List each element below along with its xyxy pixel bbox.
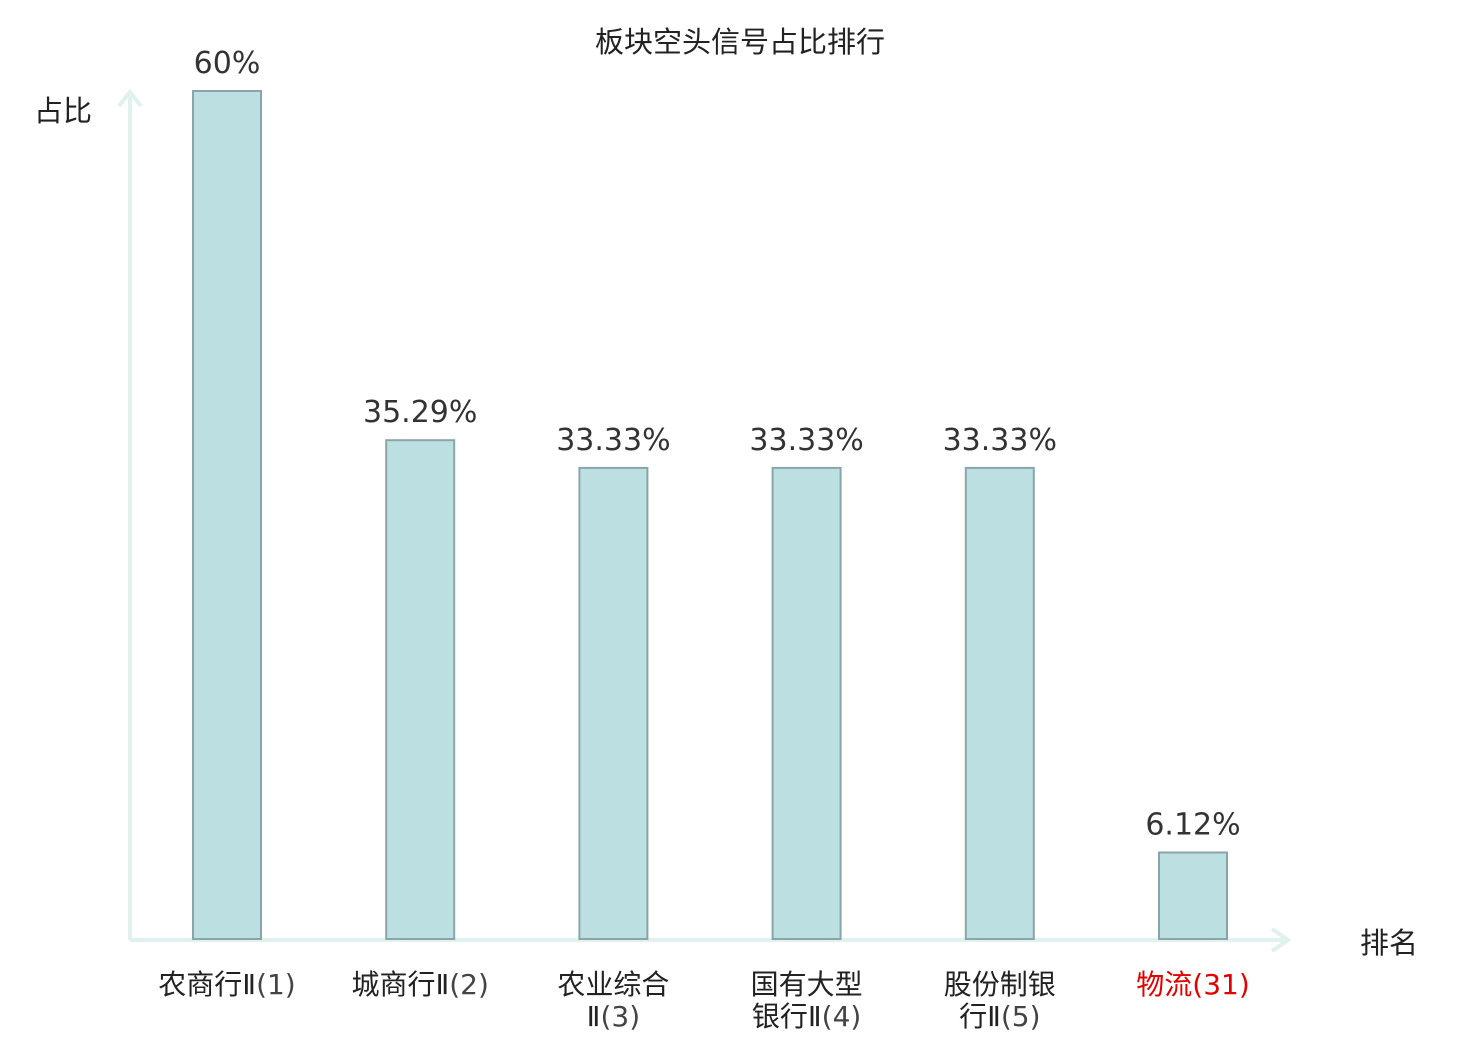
category-rank: (1): [256, 968, 296, 1001]
value-label-3: 33.33%: [556, 423, 670, 458]
category-label-5-line-1: 股份制银: [944, 968, 1056, 1001]
category-name: 国有大型: [751, 968, 863, 1001]
value-label-2: 35.29%: [363, 395, 477, 430]
category-label-5-line-2: 行Ⅱ(5): [959, 1000, 1040, 1033]
value-label-4: 33.33%: [749, 423, 863, 458]
category-label-4-line-2: 银行Ⅱ(4): [752, 1000, 861, 1033]
category-name: 农业综合: [557, 968, 669, 1001]
x-axis-arrow: [1270, 927, 1292, 953]
bar-1: [192, 90, 262, 940]
category-rank: (31): [1192, 968, 1249, 1001]
category-name: 城商行Ⅱ: [351, 968, 449, 1001]
y-axis-label: 占比: [34, 94, 92, 128]
value-labels: 60% 35.29% 33.33% 33.33% 33.33% 6.12%: [194, 46, 1241, 843]
category-name: Ⅱ: [587, 1000, 601, 1033]
x-axis-label: 排名: [1360, 926, 1418, 960]
category-label-3-line-2: Ⅱ(3): [587, 1000, 640, 1033]
category-name: 银行Ⅱ: [752, 1000, 822, 1033]
category-label-1-line-1: 农商行Ⅱ(1): [158, 968, 295, 1001]
category-name: 行Ⅱ: [959, 1000, 1001, 1033]
bars: [192, 90, 1228, 940]
bar-3: [578, 466, 649, 940]
bar-5: [964, 466, 1035, 940]
bar-6: [1158, 851, 1228, 940]
category-label-4-line-1: 国有大型: [751, 968, 863, 1001]
category-name: 股份制银: [944, 968, 1056, 1001]
category-label-3-line-1: 农业综合: [557, 968, 669, 1001]
bar-4: [771, 466, 842, 940]
category-name: 物流: [1136, 968, 1192, 1001]
chart-title: 板块空头信号占比排行: [595, 25, 885, 59]
category-rank: (5): [1001, 1000, 1041, 1033]
bar-2: [385, 439, 456, 940]
category-rank: (3): [600, 1000, 640, 1033]
value-label-1: 60%: [194, 46, 261, 81]
category-rank: (4): [822, 1000, 862, 1033]
category-label-2-line-1: 城商行Ⅱ(2): [351, 968, 488, 1001]
category-label-6-line-1: 物流(31): [1136, 968, 1250, 1001]
category-rank: (2): [449, 968, 489, 1001]
axes: [117, 88, 1292, 953]
value-label-5: 33.33%: [943, 423, 1057, 458]
category-name: 农商行Ⅱ: [158, 968, 256, 1001]
value-label-6: 6.12%: [1145, 808, 1240, 843]
y-axis-arrow: [117, 88, 143, 108]
